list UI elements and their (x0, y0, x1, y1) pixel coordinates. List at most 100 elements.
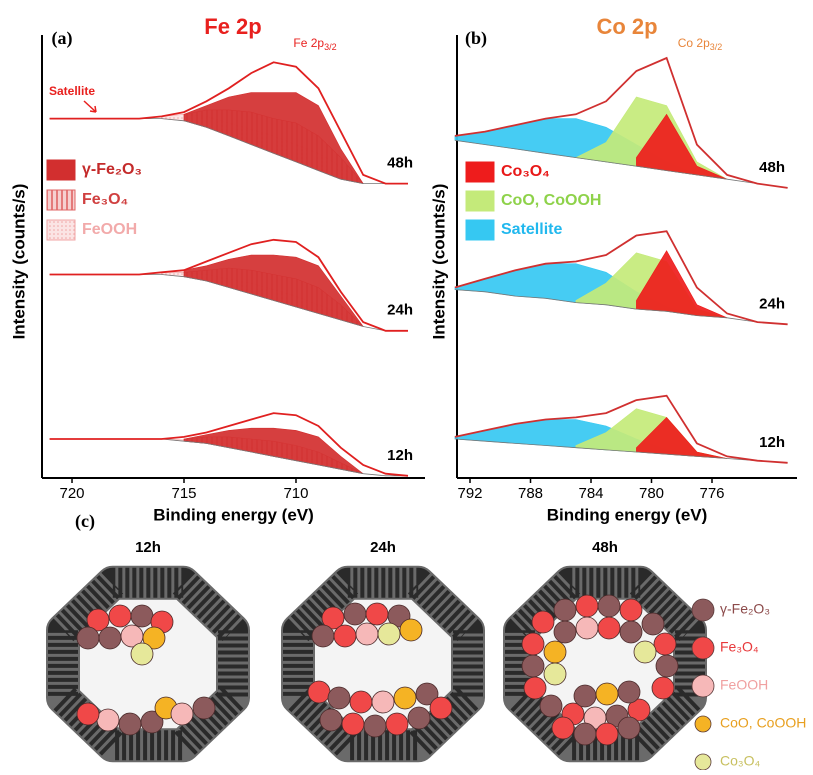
particle (130, 642, 154, 666)
particle (531, 610, 555, 634)
background-line (454, 139, 788, 189)
particle (307, 680, 331, 704)
annotation-arrow (83, 100, 97, 113)
legend-swatch (46, 189, 76, 211)
particle (573, 722, 597, 746)
particle (415, 682, 439, 706)
particle (363, 714, 387, 738)
component-area (183, 254, 364, 328)
legend-label: FeOOH (82, 221, 137, 238)
legend-swatch (465, 219, 495, 241)
legend-label: Co₃O₄ (720, 753, 760, 769)
legend-particle (694, 753, 712, 771)
x-tick-label: 788 (518, 485, 543, 502)
spectrum-label: 48h (387, 155, 413, 172)
chart-title: Co 2p (596, 14, 657, 39)
legend-swatch (465, 190, 495, 212)
legend-swatch (46, 159, 76, 181)
particle (142, 626, 166, 650)
particle (371, 690, 395, 714)
particle (349, 690, 373, 714)
particle (521, 632, 545, 656)
legend-label: CoO, CoOOH (501, 192, 601, 209)
particle (393, 686, 417, 710)
particle (385, 712, 409, 736)
particle (96, 708, 120, 732)
particle (86, 608, 110, 632)
envelope-line (49, 61, 408, 185)
particle (575, 616, 599, 640)
particle (595, 682, 619, 706)
envelope-line (454, 56, 788, 189)
legend-label: γ-Fe₂O₃ (82, 161, 142, 178)
background-line (454, 438, 788, 464)
annotation: Satellite (49, 84, 95, 98)
cage-texture (505, 567, 705, 761)
envelope-line (49, 412, 409, 477)
legend-particle (694, 715, 712, 733)
legend-swatch (46, 219, 76, 241)
particle (521, 654, 545, 678)
particle (597, 594, 621, 618)
particle (551, 716, 575, 740)
particle (651, 676, 675, 700)
particle (333, 624, 357, 648)
particle (429, 696, 453, 720)
particle (653, 632, 677, 656)
x-tick-label: 715 (171, 485, 196, 502)
particle (619, 598, 643, 622)
peak-label-main: Fe 2p (293, 36, 324, 50)
y-axis-label: Intensity (counts/s) (9, 184, 28, 340)
particle (617, 680, 641, 704)
x-tick-label: 720 (59, 485, 84, 502)
particle (627, 698, 651, 722)
particle (641, 612, 665, 636)
particle (98, 626, 122, 650)
particle (575, 594, 599, 618)
legend-particle (691, 598, 715, 622)
particle (619, 620, 643, 644)
spectrum-label: 24h (387, 302, 413, 319)
legend-particle (691, 636, 715, 660)
legend-label: Co₃O₄ (501, 163, 550, 180)
panel-label: (b) (465, 28, 487, 49)
stage-label: 24h (370, 539, 396, 556)
panel-label: (a) (52, 28, 73, 49)
legend-label: Satellite (501, 221, 562, 238)
legend-label: FeOOH (720, 677, 768, 693)
particle (327, 686, 351, 710)
particle (343, 602, 367, 626)
spectrum-label: 48h (759, 159, 785, 176)
background-line (454, 289, 788, 325)
cage-texture (283, 567, 483, 761)
legend-label: Fe₃O₄ (82, 191, 128, 208)
particle (76, 626, 100, 650)
particle (192, 696, 216, 720)
particle (140, 710, 164, 734)
particle (407, 706, 431, 730)
particle (108, 604, 132, 628)
envelope-line (49, 238, 408, 332)
particle (170, 702, 194, 726)
particle (76, 702, 100, 726)
x-tick-label: 780 (639, 485, 664, 502)
envelope-line (454, 394, 788, 464)
particle (553, 620, 577, 644)
particle (319, 708, 343, 732)
particle (399, 618, 423, 642)
particle (341, 712, 365, 736)
spectrum-label: 12h (759, 434, 785, 451)
chart-title: Fe 2p (204, 14, 261, 39)
x-tick-label: 710 (283, 485, 308, 502)
envelope-line (454, 230, 788, 326)
cage-texture (48, 567, 248, 761)
particle (543, 662, 567, 686)
particle (655, 654, 679, 678)
particle (595, 722, 619, 746)
x-tick-label: 776 (699, 485, 724, 502)
component-area (183, 427, 364, 474)
stage-label: 12h (135, 539, 161, 556)
legend-label: Fe₃O₄ (720, 639, 759, 655)
panel-label: (c) (75, 511, 95, 532)
particle (553, 598, 577, 622)
